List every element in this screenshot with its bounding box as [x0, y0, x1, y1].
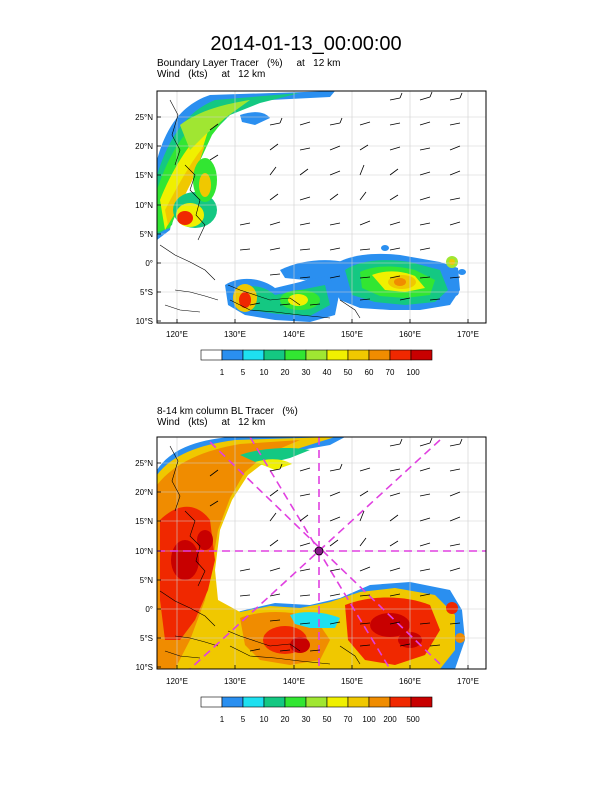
panel2-lon-label: 150°E — [341, 677, 363, 686]
panel1-lon-label: 150°E — [341, 330, 363, 339]
colorbar2-label: 10 — [260, 715, 269, 724]
panel1-coastlines — [159, 99, 361, 319]
colorbar2-label: 70 — [344, 715, 353, 724]
panel1-lon-label: 140°E — [283, 330, 305, 339]
panel1-lon-label: 130°E — [224, 330, 246, 339]
panel2-colorbar: 1 5 10 20 30 50 70 100 200 500 — [200, 696, 433, 724]
panel2-coastlines — [159, 445, 361, 665]
panel1-lat-label: 25°N — [135, 113, 153, 122]
panel1-lat-label: 10°N — [135, 201, 153, 210]
colorbar1-label: 1 — [220, 368, 225, 377]
panel1-lat-label: 5°S — [140, 288, 153, 297]
colorbar1-label: 30 — [302, 368, 311, 377]
panel1-lat-label: 10°S — [136, 317, 153, 326]
colorbar2-label: 50 — [323, 715, 332, 724]
colorbar1-label: 5 — [241, 368, 246, 377]
panel2-lon-label: 120°E — [166, 677, 188, 686]
panel1-wind-barbs — [209, 91, 463, 306]
colorbar2-label: 30 — [302, 715, 311, 724]
colorbar1-label: 20 — [281, 368, 290, 377]
panel2-lat-label: 5°N — [140, 576, 154, 585]
panel2-map: 25°N 20°N 15°N 10°N 5°N 0° 5°S 10°S 120°… — [135, 436, 487, 686]
panel2-lat-label: 15°N — [135, 517, 153, 526]
panel1-lon-label: 170°E — [457, 330, 479, 339]
panel2-lon-label: 140°E — [283, 677, 305, 686]
panel1-colorbar: 1 5 10 20 30 40 50 60 70 100 — [200, 349, 433, 377]
panel1-lat-label: 15°N — [135, 171, 153, 180]
colorbar1-label: 100 — [406, 368, 420, 377]
panel1-tracer-field — [157, 91, 466, 322]
panel2-lat-label: 10°S — [136, 663, 153, 672]
panel1-lon-label: 120°E — [166, 330, 188, 339]
colorbar2-label: 100 — [362, 715, 376, 724]
panel2-frame — [156, 436, 487, 670]
colorbar2-label: 5 — [241, 715, 246, 724]
panel1-lat-label: 0° — [145, 259, 153, 268]
panel2-lon-label: 160°E — [399, 677, 421, 686]
panel2-lon-label: 130°E — [224, 677, 246, 686]
panel1-subtitle: Wind (kts) at 12 km — [157, 69, 266, 80]
colorbar1-label: 70 — [386, 368, 395, 377]
panel2-lon-label: 170°E — [457, 677, 479, 686]
cross-section-center-marker — [314, 546, 324, 556]
colorbar1-label: 50 — [344, 368, 353, 377]
panel2-tracer-field — [157, 437, 465, 669]
panel2-lat-label: 20°N — [135, 488, 153, 497]
page-title: 2014-01-13_00:00:00 — [210, 33, 402, 55]
panel2-lat-label: 10°N — [135, 547, 153, 556]
colorbar2-label: 500 — [406, 715, 420, 724]
colorbar2-label: 1 — [220, 715, 225, 724]
panel2-lat-label: 0° — [145, 605, 153, 614]
panel1-lat-label: 5°N — [140, 230, 154, 239]
panel2-gridlines — [157, 437, 486, 669]
panel2-title: 8-14 km column BL Tracer (%) — [157, 406, 298, 417]
panel2-wind-barbs — [209, 437, 463, 652]
colorbar1-label: 60 — [365, 368, 374, 377]
panel1-title: Boundary Layer Tracer (%) at 12 km — [157, 58, 341, 69]
panel1-gridlines — [157, 91, 486, 323]
panel2-lat-label: 25°N — [135, 459, 153, 468]
panel2-subtitle: Wind (kts) at 12 km — [157, 417, 266, 428]
panel1-lat-label: 20°N — [135, 142, 153, 151]
colorbar1-label: 40 — [323, 368, 332, 377]
panel1-map: 25°N 20°N 15°N 10°N 5°N 0° 5°S 10°S 120°… — [135, 90, 487, 339]
panel1-frame — [156, 90, 487, 324]
panel2-lat-label: 5°S — [140, 634, 153, 643]
panel1-lon-label: 160°E — [399, 330, 421, 339]
colorbar2-label: 200 — [383, 715, 397, 724]
colorbar1-label: 10 — [260, 368, 269, 377]
colorbar2-label: 20 — [281, 715, 290, 724]
